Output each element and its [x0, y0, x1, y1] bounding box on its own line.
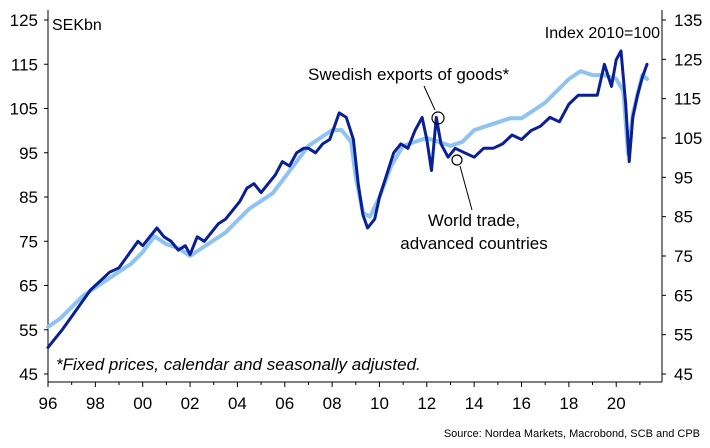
footnote: *Fixed prices, calendar and seasonally a…	[56, 355, 421, 374]
left-tick-label: 125	[10, 11, 38, 30]
exports-marker-circle	[431, 111, 445, 125]
x-axis-ticks: 96 98 00 02 04 06 08 10 12 14 16 18 20	[39, 382, 641, 413]
x-tick-label: 04	[228, 394, 247, 413]
x-tick-label: 10	[370, 394, 389, 413]
right-tick-label: 115	[674, 90, 701, 109]
left-tick-label: 85	[19, 188, 38, 207]
left-axis-unit-label: SEKbn	[52, 17, 102, 34]
x-tick-label: 12	[417, 394, 436, 413]
x-tick-label: 20	[607, 394, 626, 413]
right-axis-ticks: 135 125 115 105 95 85 75 65 55 45	[662, 11, 702, 384]
x-tick-label: 08	[323, 394, 342, 413]
left-tick-label: 115	[11, 55, 38, 74]
world-annotation-line1: World trade,	[428, 211, 520, 230]
left-tick-label: 75	[19, 232, 38, 251]
left-tick-label: 55	[19, 321, 38, 340]
x-tick-label: 14	[465, 394, 484, 413]
right-tick-label: 45	[674, 365, 693, 384]
x-tick-label: 00	[133, 394, 152, 413]
x-tick-label: 18	[559, 394, 578, 413]
right-tick-label: 135	[674, 11, 702, 30]
right-tick-label: 95	[674, 168, 693, 187]
world-trade-series-line	[46, 69, 649, 329]
exports-series-line	[46, 49, 649, 349]
x-tick-label: 98	[86, 394, 105, 413]
right-tick-label: 55	[674, 326, 693, 345]
axes	[47, 10, 663, 383]
exports-annotation: Swedish exports of goods*	[308, 65, 510, 84]
right-tick-label: 105	[674, 129, 702, 148]
left-tick-label: 45	[19, 365, 38, 384]
exports-leader-line	[423, 85, 436, 111]
world-leader-line	[459, 165, 473, 211]
left-axis-ticks: 125 115 105 95 85 75 65 55 45	[10, 11, 48, 384]
source-note: Source: Nordea Markets, Macrobond, SCB a…	[444, 428, 700, 440]
left-tick-label: 105	[10, 100, 38, 119]
world-marker-circle	[451, 154, 463, 166]
x-tick-label: 06	[275, 394, 294, 413]
right-tick-label: 65	[674, 286, 693, 305]
right-tick-label: 75	[674, 247, 693, 266]
x-tick-label: 02	[181, 394, 200, 413]
x-tick-label: 16	[512, 394, 531, 413]
left-tick-label: 65	[19, 277, 38, 296]
x-tick-label: 96	[39, 394, 58, 413]
series-group	[46, 49, 649, 349]
left-tick-label: 95	[19, 144, 38, 163]
right-tick-label: 85	[674, 208, 693, 227]
right-tick-label: 125	[674, 50, 702, 69]
right-axis-unit-label: Index 2010=100	[545, 25, 660, 42]
world-annotation-line2: advanced countries	[400, 234, 547, 253]
